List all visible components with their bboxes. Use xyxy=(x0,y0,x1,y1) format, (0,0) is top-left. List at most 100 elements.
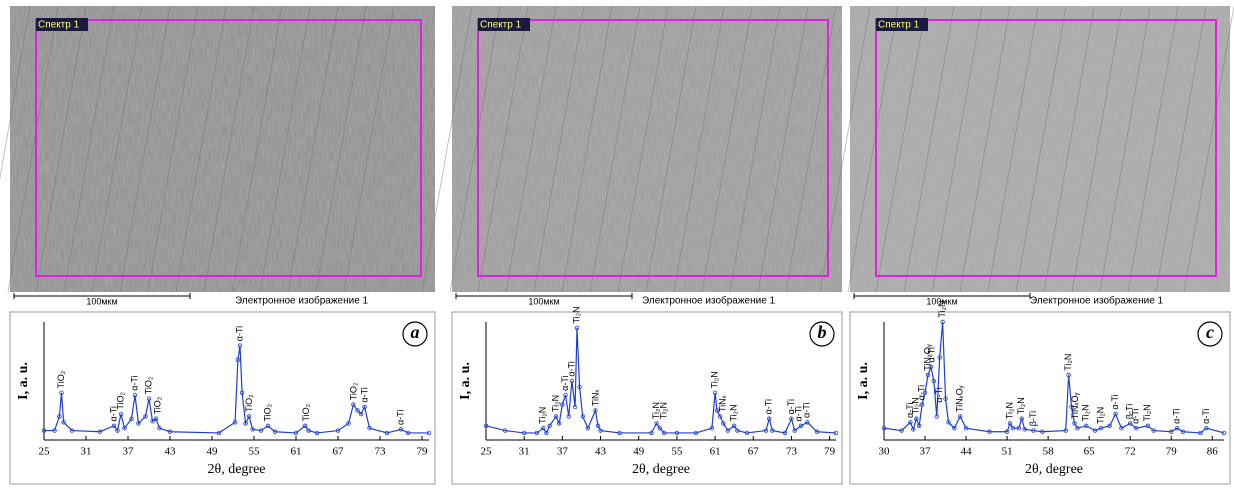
peak-label: α-Ti xyxy=(793,406,803,421)
xrd-point xyxy=(789,416,794,421)
peak-label: α-Ti xyxy=(905,403,915,418)
xrd-point xyxy=(721,421,726,426)
xrd-point xyxy=(560,402,565,407)
xrd-point xyxy=(931,378,937,384)
xrd-point xyxy=(293,430,299,436)
peak-label: Ti₂N xyxy=(911,397,921,414)
peak-label: Ti₂N xyxy=(1142,404,1152,421)
xrd-point xyxy=(398,427,404,432)
peak-label: TiNₓOᵧ xyxy=(955,385,965,412)
label-bg xyxy=(478,18,530,31)
xrd-point xyxy=(1040,429,1045,434)
xrd-point xyxy=(674,430,680,436)
xrd-point xyxy=(405,430,411,436)
scale-label: 100мкм xyxy=(86,296,117,306)
xrd-point xyxy=(649,430,654,436)
peak-label: Ti₂N xyxy=(550,395,560,412)
xrd-point xyxy=(914,416,919,421)
peak-label: α-Ti xyxy=(360,387,370,402)
scratch xyxy=(421,5,473,293)
scratch xyxy=(1071,5,1123,293)
x-tick-label: 61 xyxy=(710,446,721,458)
label-bg xyxy=(36,18,88,31)
scratch xyxy=(175,5,227,293)
scratch xyxy=(449,5,501,293)
peak-label: Ti₂N xyxy=(1016,397,1026,414)
xrd-point xyxy=(1145,423,1150,429)
peak-label: α-Ti xyxy=(560,375,570,390)
xrd-point xyxy=(735,428,740,433)
xrd-point xyxy=(782,430,788,436)
peak-label: TiO₂ xyxy=(115,392,125,410)
xrd-point xyxy=(963,426,969,431)
x-tick-label: 79 xyxy=(1166,446,1178,458)
xrd-point xyxy=(136,421,141,426)
panel-badge xyxy=(402,321,428,347)
xrd-point xyxy=(150,418,155,424)
xrd-point xyxy=(1133,426,1139,431)
xrd-point xyxy=(563,392,568,398)
peak-label: TiNₓOᵧ xyxy=(922,344,932,371)
peak-label: α-Ti xyxy=(934,387,944,402)
x-tick-label: 79 xyxy=(824,446,836,458)
scratch xyxy=(287,5,339,293)
xrd-point xyxy=(237,343,243,348)
xrd-point xyxy=(1113,411,1118,417)
x-tick-label: 73 xyxy=(786,446,798,458)
scratch xyxy=(91,5,143,293)
peak-label: TiNₓOᵧ xyxy=(1070,393,1080,420)
xrd-point xyxy=(1204,426,1209,431)
peak-label: α-Ti xyxy=(916,385,926,400)
xrd-point xyxy=(654,421,659,426)
xrd-point xyxy=(881,426,887,431)
xrd-point xyxy=(115,428,120,433)
xrd-point xyxy=(355,408,360,413)
image-caption: Электронное изображение 1 xyxy=(235,295,369,307)
scale-label: 100мкм xyxy=(926,296,957,306)
xrd-point xyxy=(426,430,432,436)
xrd-point xyxy=(556,421,562,426)
xrd-point xyxy=(899,428,904,433)
peak-label: α-Ti xyxy=(1130,408,1140,423)
xrd-point xyxy=(1092,428,1098,433)
peak-label: TiO₂ xyxy=(301,403,311,421)
xrd-point xyxy=(714,408,720,413)
xrd-point xyxy=(1019,416,1024,421)
scratch xyxy=(1127,5,1179,293)
xrd-point xyxy=(709,426,715,431)
xrd-point xyxy=(111,423,117,429)
scratch xyxy=(903,5,955,293)
scratch xyxy=(7,5,59,293)
xrd-point xyxy=(598,428,603,433)
xrd-point xyxy=(258,428,264,433)
x-axis-label: 2θ, degree xyxy=(207,462,265,477)
xrd-point xyxy=(97,429,103,434)
xrd-point xyxy=(521,430,527,436)
chart-frame xyxy=(9,311,436,485)
scratch xyxy=(931,5,983,293)
peak-label: Ti₂N xyxy=(538,407,548,424)
scratch xyxy=(35,5,87,293)
scratch xyxy=(645,5,697,293)
x-tick-label: 61 xyxy=(291,446,302,458)
xrd-point xyxy=(553,414,559,419)
spectrum-label: Спектр 1 xyxy=(878,20,920,31)
peak-label: α-Ti xyxy=(1171,408,1181,423)
x-tick-label: 31 xyxy=(81,446,92,458)
x-axis-label: 2θ, degree xyxy=(1025,462,1083,477)
xrd-point xyxy=(566,414,571,419)
xrd-point xyxy=(717,414,723,419)
xrd-point xyxy=(1066,372,1071,378)
x-tick-label: 25 xyxy=(39,446,51,458)
x-tick-label: 49 xyxy=(633,446,645,458)
xrd-point xyxy=(937,355,942,360)
xrd-point xyxy=(908,420,913,425)
peak-label: α-Ti xyxy=(926,347,936,362)
xrd-point xyxy=(384,430,390,436)
panel-letter: c xyxy=(1206,322,1214,342)
xrd-point xyxy=(946,420,951,425)
xrd-point xyxy=(1169,429,1174,434)
xrd-point xyxy=(952,426,957,431)
xrd-point xyxy=(934,414,939,419)
